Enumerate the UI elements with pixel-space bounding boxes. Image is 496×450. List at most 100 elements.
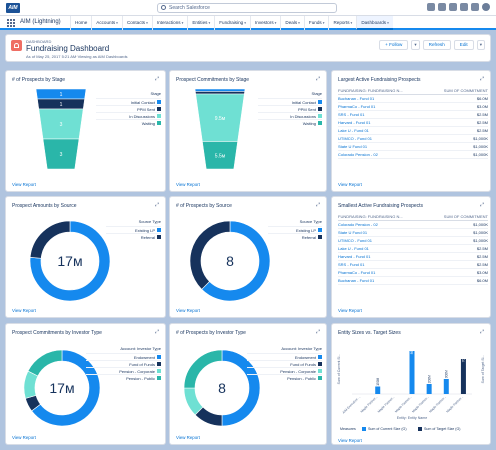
app-launcher-icon[interactable] <box>7 19 15 27</box>
chevron-down-icon[interactable]: ▾ <box>116 21 118 25</box>
legend-item[interactable]: Referral <box>106 233 161 240</box>
add-icon[interactable] <box>438 3 446 11</box>
legend-item[interactable]: Endowment <box>86 353 161 360</box>
legend-item[interactable]: Pension - Public <box>247 374 322 381</box>
legend-item[interactable]: Referral <box>268 233 322 240</box>
view-report-link[interactable]: View Report <box>176 308 200 313</box>
legend-item[interactable]: Initial Contact <box>258 98 322 105</box>
legend-item[interactable]: Pension - Corporate <box>86 367 161 374</box>
view-report-link[interactable]: View Report <box>12 435 36 440</box>
prospect-link[interactable]: Harvard - Fund 01 <box>338 254 371 259</box>
prospect-link[interactable]: Buchanan - Fund 01 <box>338 278 375 283</box>
legend-item[interactable]: Pension - Public <box>86 374 161 381</box>
tab-contacts[interactable]: Contacts▾ <box>121 16 152 30</box>
prospect-link[interactable]: PharmaCo - Fund 01 <box>338 104 376 109</box>
chevron-down-icon[interactable]: ▾ <box>274 21 277 25</box>
chevron-down-icon[interactable]: ▾ <box>298 21 300 25</box>
legend-item[interactable]: Waiting <box>258 119 322 126</box>
expand-icon[interactable]: ⤢ <box>479 202 484 208</box>
chevron-down-icon[interactable]: ▾ <box>208 21 211 25</box>
legend-item[interactable]: Initial Contact <box>96 98 161 105</box>
expand-icon[interactable]: ⤢ <box>479 329 484 335</box>
expand-icon[interactable]: ⤢ <box>315 202 320 208</box>
tab-accounts[interactable]: Accounts▾ <box>91 16 122 30</box>
tab-entities[interactable]: Entities▾ <box>187 16 214 30</box>
prospect-link[interactable]: UTIMCO - Fund 01 <box>338 238 373 243</box>
view-report-link[interactable]: View Report <box>338 308 362 313</box>
donut-slice[interactable] <box>29 220 71 259</box>
refresh-button[interactable]: Refresh <box>422 40 451 50</box>
prospect-link[interactable]: SRS - Fund 01 <box>338 112 365 117</box>
tab-fundraising[interactable]: Fundraising▾ <box>214 16 250 30</box>
tab-investors[interactable]: Investors▾ <box>249 16 280 30</box>
notifications-bell-icon[interactable] <box>471 3 479 11</box>
prospect-link[interactable]: Harvard - Fund 01 <box>338 120 371 125</box>
legend-item[interactable]: In Discussions <box>258 112 322 119</box>
legend-item[interactable]: PPM Sent <box>258 105 322 112</box>
tab-funds[interactable]: Funds▾ <box>303 16 329 30</box>
edit-menu-chevron-icon[interactable]: ▾ <box>476 40 485 50</box>
prospect-link[interactable]: State U Fund 01 <box>338 230 368 235</box>
view-report-link[interactable]: View Report <box>176 435 200 440</box>
legend-item[interactable]: Endowment <box>247 353 322 360</box>
legend-item[interactable]: Pension - Corporate <box>247 367 322 374</box>
follow-menu-chevron-icon[interactable]: ▾ <box>411 40 420 50</box>
bar[interactable] <box>375 386 381 395</box>
view-report-link[interactable]: View Report <box>338 438 363 443</box>
prospect-link[interactable]: SRS - Fund 01 <box>338 262 365 267</box>
prospect-link[interactable]: Colorado Pension - 02 <box>338 152 378 157</box>
donut-slice[interactable] <box>27 349 63 377</box>
expand-icon[interactable]: ⤢ <box>154 76 159 82</box>
legend-label[interactable]: Sum of Current Size (G) <box>368 427 407 431</box>
bar[interactable] <box>460 359 466 394</box>
legend-item[interactable]: Existing LP <box>106 226 161 233</box>
expand-icon[interactable]: ⤢ <box>154 202 159 208</box>
prospect-link[interactable]: PharmaCo - Fund 01 <box>338 270 376 275</box>
prospect-link[interactable]: UTIMCO - Fund 01 <box>338 136 373 141</box>
chevron-down-icon[interactable]: ▾ <box>181 21 184 25</box>
help-icon[interactable] <box>449 3 457 11</box>
prospect-link[interactable]: State U Fund 01 <box>338 144 368 149</box>
chevron-down-icon[interactable]: ▾ <box>387 21 389 25</box>
funnel-segment[interactable] <box>202 141 238 170</box>
legend-item[interactable]: Existing LP <box>268 226 322 233</box>
chevron-down-icon[interactable]: ▾ <box>146 21 148 25</box>
expand-icon[interactable]: ⤢ <box>479 76 484 82</box>
bar[interactable] <box>409 351 415 394</box>
expand-icon[interactable]: ⤢ <box>315 329 320 335</box>
legend-label[interactable]: Sum of Target Size (G) <box>424 427 460 431</box>
tab-interactions[interactable]: Interactions▾ <box>151 16 188 30</box>
chevron-down-icon[interactable]: ▾ <box>322 21 325 25</box>
tab-deals[interactable]: Deals▾ <box>280 16 304 30</box>
edit-button[interactable]: Edit <box>453 40 474 50</box>
legend-item[interactable]: In Discussions <box>96 112 161 119</box>
legend-item[interactable]: Fund of Funds <box>247 360 322 367</box>
tab-reports[interactable]: Reports▾ <box>328 16 356 30</box>
favorites-icon[interactable] <box>427 3 435 11</box>
expand-icon[interactable]: ⤢ <box>154 329 159 335</box>
chevron-down-icon[interactable]: ▾ <box>350 21 353 25</box>
legend-item[interactable]: PPM Sent <box>96 105 161 112</box>
setup-gear-icon[interactable] <box>460 3 468 11</box>
global-search-input[interactable]: Search Salesforce <box>157 3 337 13</box>
legend-item[interactable]: Waiting <box>96 119 161 126</box>
donut-slice[interactable] <box>29 220 111 302</box>
funnel-segment[interactable] <box>195 91 245 95</box>
chevron-down-icon[interactable]: ▾ <box>244 21 246 25</box>
prospect-link[interactable]: Lake U - Fund 01 <box>338 246 369 251</box>
bar[interactable] <box>426 384 432 394</box>
prospect-link[interactable]: Colorado Pension - 02 <box>338 222 378 227</box>
legend-item[interactable]: Fund of Funds <box>86 360 161 367</box>
follow-button[interactable]: + Follow <box>379 40 409 50</box>
funnel-segment[interactable] <box>42 138 80 170</box>
view-report-link[interactable]: View Report <box>338 182 362 187</box>
tab-dashboards[interactable]: Dashboards▾ <box>356 16 393 30</box>
bar[interactable] <box>443 379 449 394</box>
prospect-link[interactable]: Lake U - Fund 01 <box>338 128 369 133</box>
view-report-link[interactable]: View Report <box>176 182 200 187</box>
donut-slice[interactable] <box>31 349 101 427</box>
funnel-segment[interactable] <box>194 89 246 92</box>
view-report-link[interactable]: View Report <box>12 182 36 187</box>
tab-home[interactable]: Home <box>70 16 91 30</box>
donut-slice[interactable] <box>183 349 223 389</box>
